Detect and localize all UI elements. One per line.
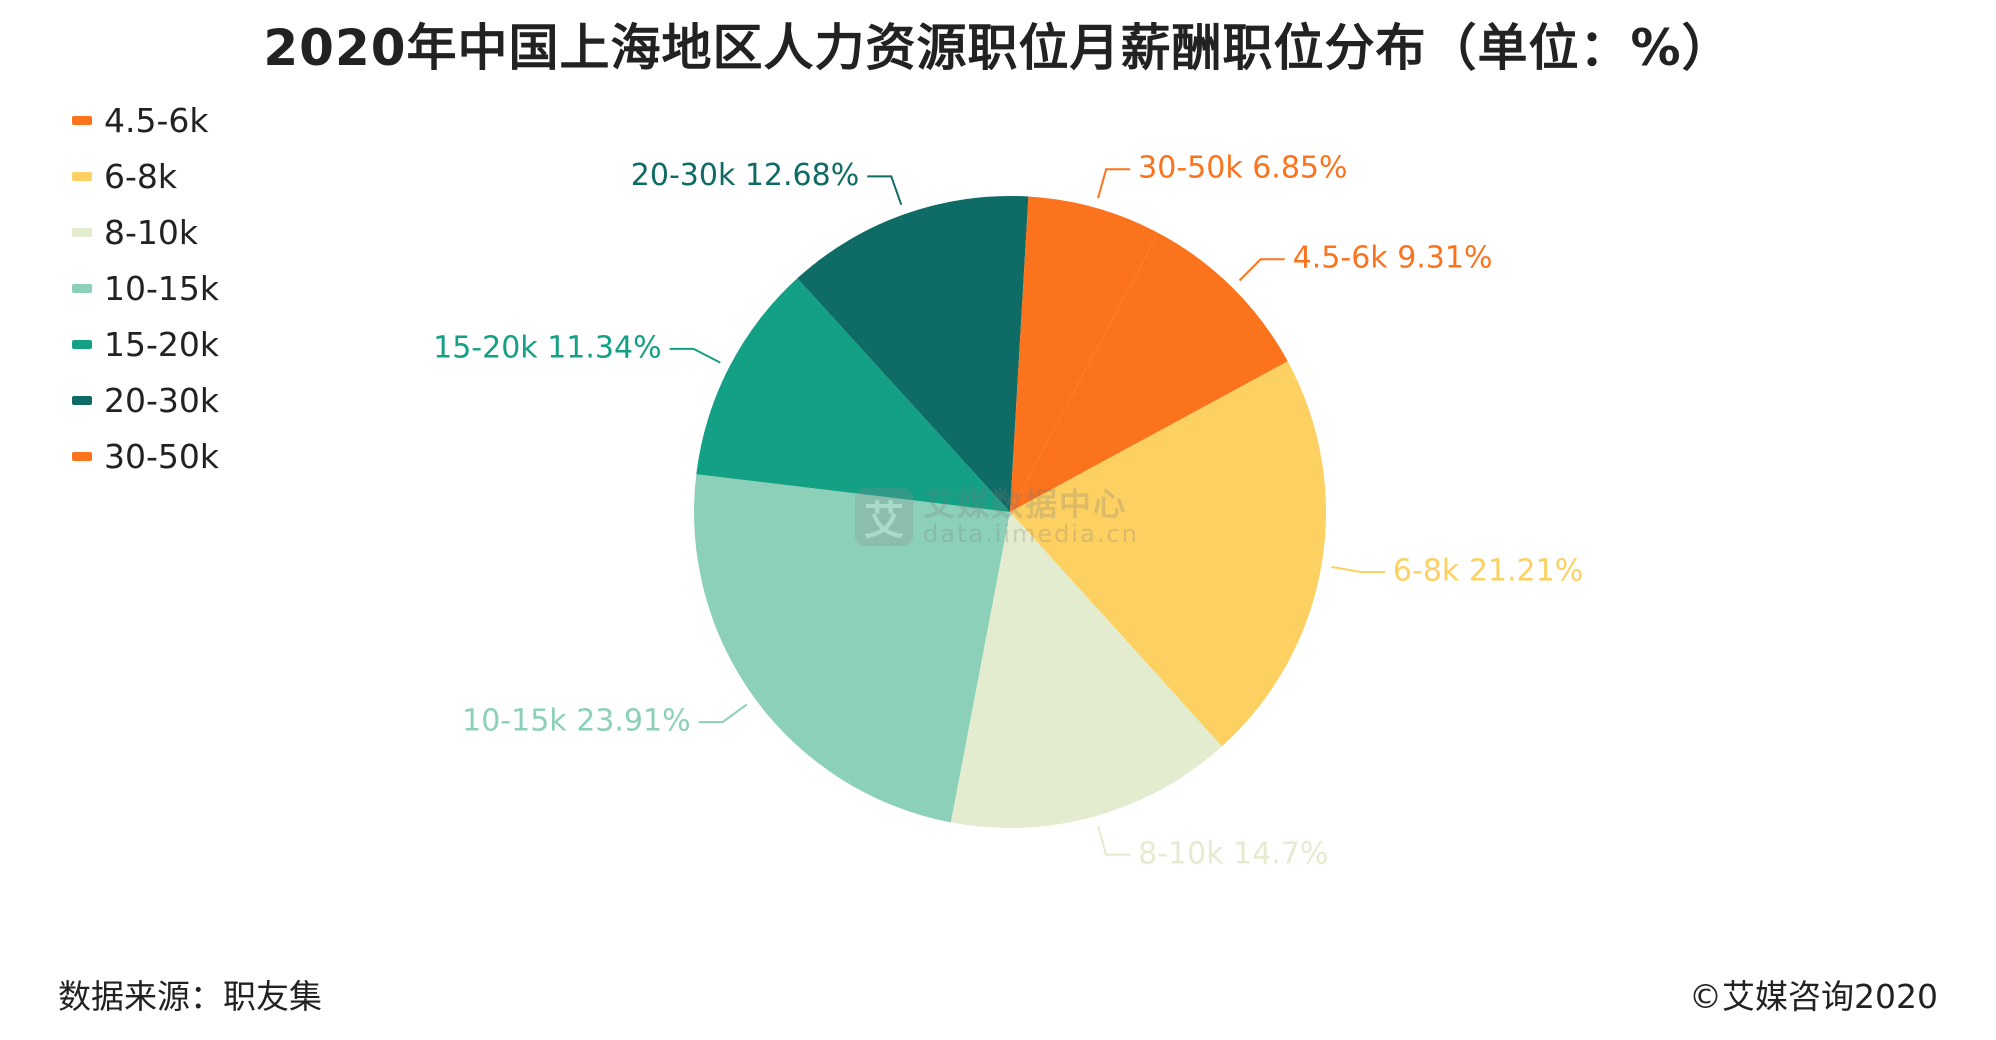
legend-item[interactable]: 20-30k <box>72 372 219 428</box>
slice-data-label: 20-30k 12.68% <box>631 158 859 193</box>
leader-line <box>669 347 721 364</box>
pie-slice-8-10k[interactable] <box>950 512 1222 828</box>
pie-slice-15-20k[interactable] <box>696 278 1010 512</box>
legend-swatch <box>72 339 92 349</box>
legend-swatch <box>72 283 92 293</box>
chart-title: 2020年中国上海地区人力资源职位月薪酬职位分布（单位：%） <box>263 19 1733 77</box>
slice-data-label: 6-8k 21.21% <box>1393 553 1583 588</box>
leader-line <box>867 175 903 206</box>
slice-data-label: 30-50k 6.85% <box>1138 151 1347 186</box>
watermark-url: data.iimedia.cn <box>923 519 1139 548</box>
copyright: ©艾媒咨询2020 <box>1689 977 1938 1016</box>
leader-line <box>1097 168 1131 199</box>
legend-swatch <box>72 171 92 181</box>
pie-slice-6-8k[interactable] <box>1010 361 1326 747</box>
slice-data-label: 4.5-6k 9.31% <box>1293 241 1493 276</box>
slice-data-label: 10-15k 23.91% <box>462 704 690 739</box>
legend-item[interactable]: 30-50k <box>72 428 219 484</box>
leader-line <box>1097 825 1131 856</box>
legend-label: 15-20k <box>104 324 220 364</box>
legend-item[interactable]: 10-15k <box>72 260 219 316</box>
data-source: 数据来源：职友集 <box>58 977 322 1016</box>
slice-data-label: 8-10k 14.7% <box>1138 836 1328 871</box>
watermark: 艾 艾媒数据中心 data.iimedia.cn <box>855 485 1139 548</box>
pie-slice-10-15k[interactable] <box>693 474 1010 823</box>
legend-label: 30-50k <box>104 436 220 476</box>
legend-label: 10-15k <box>104 268 220 308</box>
pie-slice-30-50k[interactable] <box>1010 196 1159 513</box>
legend-item[interactable]: 4.5-6k <box>72 92 219 148</box>
legend-swatch <box>72 451 92 461</box>
legend-item[interactable]: 15-20k <box>72 316 219 372</box>
watermark-logo-icon: 艾 <box>855 488 913 547</box>
legend-swatch <box>72 227 92 237</box>
legend-swatch <box>72 115 92 125</box>
legend-label: 6-8k <box>104 156 178 196</box>
legend-item[interactable]: 6-8k <box>72 148 219 204</box>
slice-data-label: 15-20k 11.34% <box>433 330 661 365</box>
legend-item[interactable]: 8-10k <box>72 204 219 260</box>
leader-line <box>698 703 748 724</box>
legend-label: 8-10k <box>104 212 199 252</box>
chart-legend: 4.5-6k 6-8k 8-10k 10-15k 15-20k 20-30k 3… <box>72 92 219 484</box>
leader-line <box>1238 258 1285 282</box>
legend-label: 20-30k <box>104 380 220 420</box>
leader-line <box>1331 565 1385 573</box>
pie-slice-20-30k[interactable] <box>797 196 1029 512</box>
watermark-name: 艾媒数据中心 <box>923 485 1128 523</box>
legend-label: 4.5-6k <box>104 100 209 140</box>
pie-slice-4.5-6k[interactable] <box>1010 232 1288 512</box>
legend-swatch <box>72 395 92 405</box>
